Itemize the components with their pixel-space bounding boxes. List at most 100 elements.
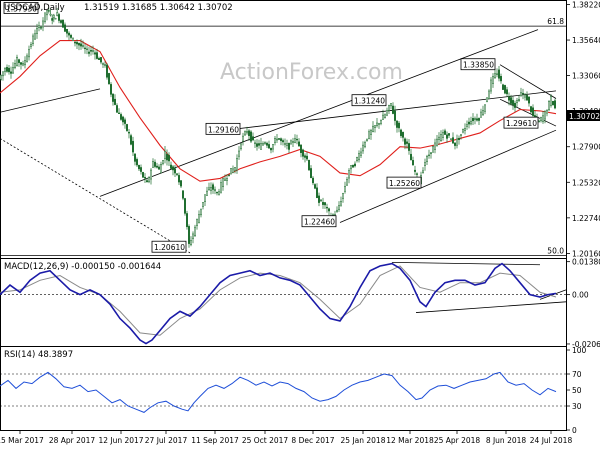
rsi-y-tick-label: 30 bbox=[572, 402, 582, 411]
candle-body bbox=[382, 114, 384, 120]
candle-body bbox=[52, 14, 55, 18]
candle-body bbox=[146, 180, 148, 183]
candle-body bbox=[328, 208, 330, 212]
candle-body bbox=[220, 182, 222, 193]
candle-body bbox=[8, 67, 10, 73]
x-tick-label: 27 Jul 2017 bbox=[145, 436, 188, 445]
candle-body bbox=[486, 97, 488, 102]
price-annotation-box bbox=[460, 58, 496, 71]
candle-body bbox=[524, 94, 526, 98]
candle-body bbox=[406, 141, 408, 144]
candle-body bbox=[442, 132, 444, 138]
candle-body bbox=[498, 69, 500, 79]
price-annotation-box bbox=[3, 2, 39, 14]
candle-body bbox=[128, 131, 130, 134]
candle-body bbox=[262, 143, 264, 146]
candle-body bbox=[140, 167, 142, 172]
candle-body bbox=[484, 104, 486, 112]
price-annotations: 1.37930 1.20610 1.29160 1.22460 1.31240 1.252… bbox=[3, 2, 539, 253]
candle-body bbox=[264, 142, 266, 145]
candle-body bbox=[6, 67, 8, 72]
candle-body bbox=[124, 119, 126, 124]
price-ohlc-readout: 1.31519 1.31685 1.30642 1.30702 bbox=[84, 3, 233, 13]
candle-body bbox=[130, 135, 132, 145]
candle-body bbox=[496, 73, 498, 75]
rsi-y-tick-label: 0 bbox=[572, 426, 577, 435]
candle-body bbox=[368, 131, 370, 139]
candle-body bbox=[38, 25, 40, 28]
candle-body bbox=[226, 178, 228, 181]
candle-body bbox=[310, 168, 312, 179]
macd-trend-line bbox=[391, 261, 541, 266]
candle-body bbox=[184, 198, 186, 214]
candle-body bbox=[386, 110, 388, 116]
last-price-label: 1.30702 bbox=[569, 112, 600, 121]
candle-body bbox=[290, 140, 292, 145]
candle-body bbox=[514, 102, 516, 108]
candle-body bbox=[354, 163, 356, 167]
candle-body bbox=[510, 97, 512, 104]
candle-body bbox=[526, 95, 528, 101]
candle-body bbox=[360, 151, 362, 156]
watermark: ActionForex.com bbox=[220, 60, 403, 85]
price-annotation-label: 1.29610 bbox=[506, 119, 537, 128]
candle-body bbox=[402, 131, 404, 138]
candle-body bbox=[218, 191, 220, 195]
candle-body bbox=[470, 120, 472, 125]
candle-body bbox=[248, 130, 250, 136]
candle-body bbox=[150, 169, 152, 180]
candle-body bbox=[254, 142, 256, 144]
macd-line bbox=[0, 262, 557, 345]
macd-y-tick-label: 0.013802 bbox=[572, 258, 600, 267]
candle-body bbox=[54, 18, 57, 20]
x-tick-label: 12 Mar 2018 bbox=[386, 436, 434, 445]
rsi-y-tick-label: 50 bbox=[572, 386, 582, 395]
candle-body bbox=[530, 106, 532, 113]
x-axis: 15 Mar 2017 28 Apr 2017 12 Jun 2017 27 Jul … bbox=[0, 430, 572, 445]
candle-body bbox=[504, 85, 506, 94]
candle-body bbox=[378, 123, 380, 125]
macd-y-tick-label: 0.00 bbox=[572, 291, 589, 300]
candle-body bbox=[224, 178, 226, 181]
candle-body bbox=[142, 172, 144, 178]
candle-body bbox=[444, 130, 446, 135]
candle-body bbox=[250, 131, 252, 142]
candle-body bbox=[294, 138, 296, 143]
macd-y-axis: 0.013802 0.00 -0.020648 bbox=[566, 258, 600, 349]
price-annotation-box bbox=[503, 116, 539, 129]
candle-body bbox=[546, 110, 548, 114]
candle-body bbox=[468, 121, 470, 125]
candle-body bbox=[230, 168, 232, 175]
macd-panel-title: MACD(12,26,9) -0.000150 -0.001644 bbox=[4, 262, 161, 272]
candle-body bbox=[246, 131, 248, 134]
candle-body bbox=[20, 62, 22, 65]
candle-body bbox=[68, 32, 70, 36]
candle-body bbox=[344, 186, 346, 192]
candle-body bbox=[384, 114, 386, 119]
x-tick-label: 15 Mar 2017 bbox=[0, 436, 44, 445]
candle-body bbox=[376, 122, 378, 126]
candle-body bbox=[126, 124, 128, 131]
price-y-tick-label: 1.33060 bbox=[572, 72, 600, 81]
candle-body bbox=[464, 128, 466, 131]
candle-body bbox=[364, 142, 366, 148]
candle-body bbox=[292, 141, 294, 143]
candle-body bbox=[10, 71, 12, 74]
candle-body bbox=[398, 122, 400, 129]
price-annotation-label: 1.37930 bbox=[6, 4, 37, 13]
candle-body bbox=[284, 143, 286, 145]
price-annotation-box bbox=[151, 240, 187, 253]
candle-body bbox=[51, 18, 54, 21]
candle-body bbox=[322, 202, 324, 205]
candle-body bbox=[298, 141, 300, 147]
candle-body bbox=[448, 133, 450, 136]
x-tick-label: 8 Jun 2018 bbox=[486, 436, 527, 445]
candle-body bbox=[424, 162, 426, 166]
candle-body bbox=[502, 84, 504, 90]
candle-body bbox=[432, 145, 434, 153]
candle-body bbox=[110, 84, 112, 95]
candle-body bbox=[500, 76, 502, 82]
candle-body bbox=[210, 187, 212, 191]
candle-body bbox=[170, 164, 172, 169]
